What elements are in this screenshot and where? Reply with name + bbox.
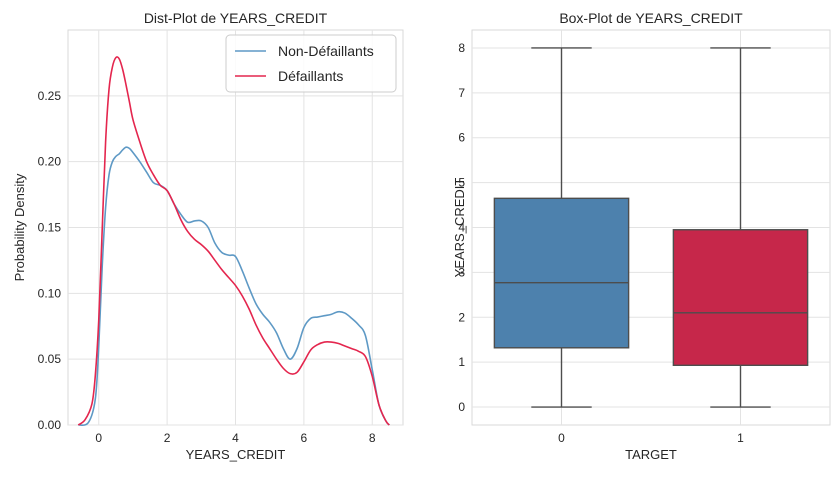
- box-plot-title: Box-Plot de YEARS_CREDIT: [559, 10, 743, 26]
- dist-plot-series: [77, 56, 390, 426]
- dist-plot-y-axis-label: Probability Density: [12, 173, 27, 281]
- dist-y-tick-label: 0.00: [38, 418, 62, 432]
- box-group-target-1: [672, 47, 809, 408]
- box-y-tick-label: 0: [458, 400, 465, 414]
- dist-x-tick-label: 8: [369, 431, 376, 445]
- box-plot-x-axis-label: TARGET: [625, 447, 677, 462]
- box-plot-y-ticks: 0 1 2 3 4 5 6 7 8: [458, 41, 465, 414]
- dist-plot-panel: 0 2 4 6 8 0.00 0.05 0.10 0.15 0.20 0.25 Dist-Plot…: [12, 10, 404, 462]
- box-plot-y-axis-label: YEARS_CREDIT: [452, 178, 467, 278]
- dist-x-tick-label: 6: [301, 431, 308, 445]
- box-y-tick-label: 1: [458, 355, 465, 369]
- box-y-tick-label: 6: [458, 131, 465, 145]
- legend-label-defaillants: Défaillants: [278, 68, 343, 84]
- dist-plot-legend: Non-Défaillants Défaillants: [225, 34, 397, 93]
- dist-y-tick-label: 0.05: [38, 352, 62, 366]
- box-y-tick-label: 2: [458, 310, 465, 324]
- box-group-target-0: [493, 47, 630, 408]
- dist-y-tick-label: 0.15: [38, 221, 62, 235]
- box-y-tick-label: 8: [458, 41, 465, 55]
- box-y-tick-label: 4: [458, 221, 465, 235]
- density-line-non-defaillants: [78, 146, 390, 426]
- dist-plot-grid: [68, 30, 403, 426]
- dist-x-tick-label: 2: [164, 431, 171, 445]
- dist-plot-y-ticks: 0.00 0.05 0.10 0.15 0.20 0.25: [38, 89, 62, 432]
- legend-frame: [225, 34, 397, 93]
- legend-label-non-defaillants: Non-Défaillants: [278, 43, 374, 59]
- box-x-tick-label: 1: [737, 431, 744, 445]
- density-line-defaillants: [77, 56, 390, 426]
- box-plot-boxes: [493, 47, 809, 408]
- dist-plot-x-axis-label: YEARS_CREDIT: [186, 447, 286, 462]
- dist-x-tick-label: 0: [95, 431, 102, 445]
- box-iqr-target-0: [493, 197, 630, 349]
- dist-plot-x-ticks: 0 2 4 6 8: [95, 431, 375, 445]
- dist-x-tick-label: 4: [232, 431, 239, 445]
- box-y-tick-label: 5: [458, 176, 465, 190]
- box-y-tick-label: 3: [458, 265, 465, 279]
- box-y-tick-label: 7: [458, 86, 465, 100]
- box-iqr-target-1: [672, 229, 809, 367]
- dist-y-tick-label: 0.10: [38, 286, 62, 300]
- dist-y-tick-label: 0.25: [38, 89, 62, 103]
- dist-plot-title: Dist-Plot de YEARS_CREDIT: [144, 10, 328, 26]
- dist-y-tick-label: 0.20: [38, 155, 62, 169]
- box-x-tick-label: 0: [558, 431, 565, 445]
